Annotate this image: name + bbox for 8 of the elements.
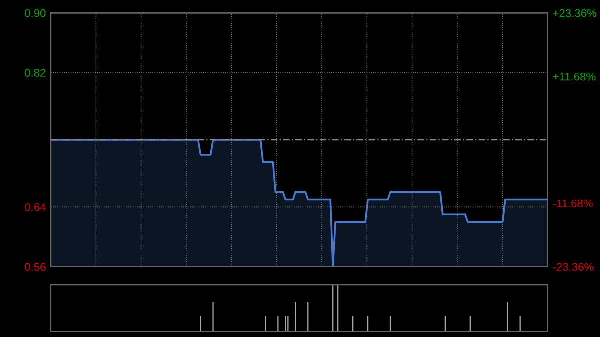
y-tick-label: 0.82: [24, 69, 46, 77]
y2-tick-label: +11.68%: [553, 72, 596, 81]
y-tick-label: 0.90: [24, 9, 46, 18]
y-tick-label: 0.64: [24, 203, 46, 212]
y2-tick-label: -11.68%: [553, 200, 593, 208]
y2-tick-label: -23.36%: [553, 263, 594, 272]
y2-tick-label: +23.36%: [553, 9, 596, 18]
y-tick-label: 0.56: [24, 263, 46, 272]
